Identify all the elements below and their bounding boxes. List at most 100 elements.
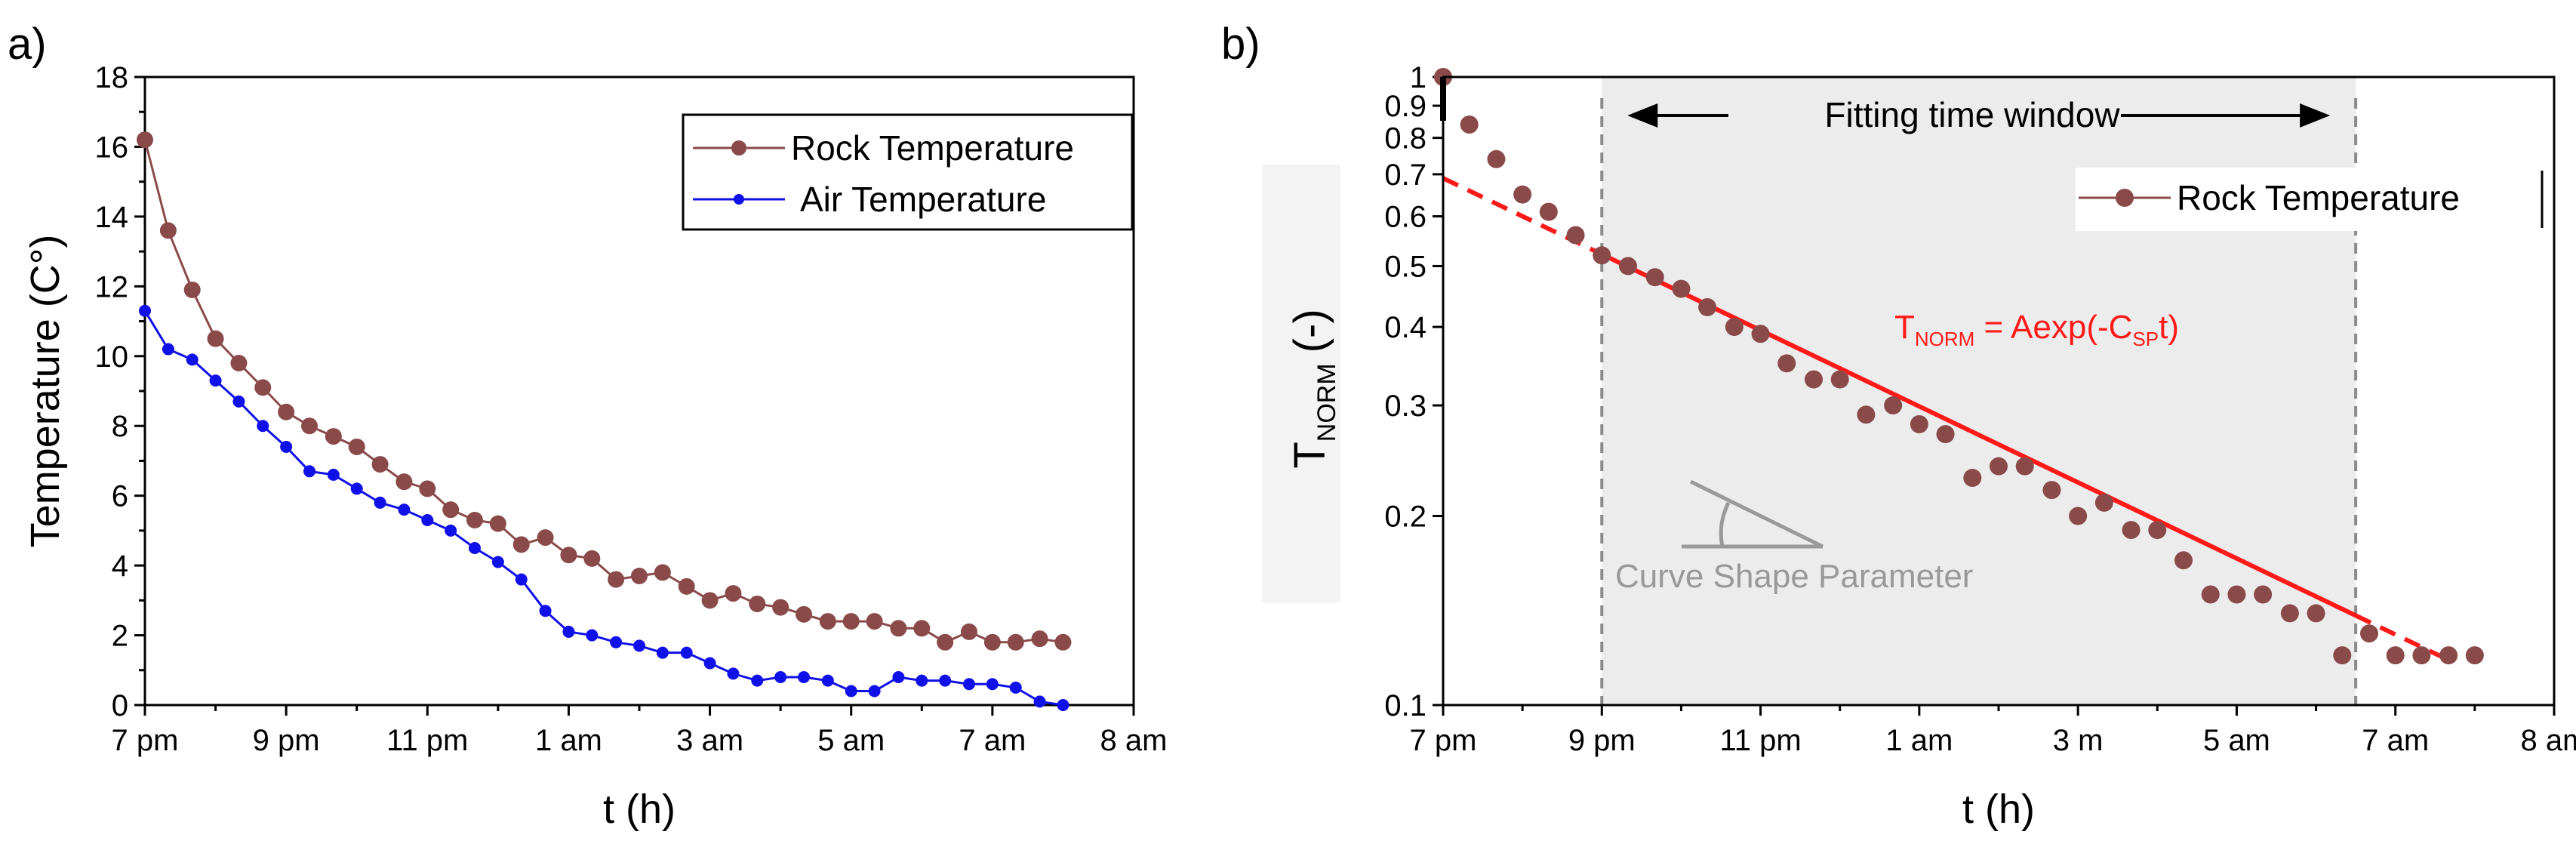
y-tick-label: 8 [112,410,128,443]
x-tick-label: 7 pm [112,724,179,757]
eq-sub-norm: NORM [1915,328,1974,350]
ylabel-sub: NORM [1313,363,1341,442]
rock-temperature-point [1487,149,1506,168]
rock-temperature-point [796,605,813,623]
panel-a-series [137,131,1072,711]
x-tick-label: 5 am [2203,724,2270,757]
panel-a-xlabel: t (h) [603,787,676,832]
rock-temperature-point [1593,246,1611,265]
panel-a-legend: Rock Temperature Air Temperature [682,113,1134,231]
y-tick-label: 0.4 [1384,311,1426,344]
rock-temperature-point [1990,457,2008,476]
eq-prefix: T [1894,309,1915,346]
x-tick-label: 9 pm [1568,724,1636,757]
rock-temperature-point [442,501,460,519]
air-temperature-point [680,646,693,659]
rock-temperature-point [2360,624,2379,643]
rock-temperature-point [2227,585,2246,604]
air-temperature-point [186,353,199,366]
panel-b: b) Fitting time window TNORM(-) 7 pm 9 pm… [1221,20,2576,832]
arrow-left-head [1627,103,1658,128]
air-temperature-point [303,465,316,478]
air-temperature-point [139,304,151,317]
rock-temperature-point [325,428,342,445]
rock-temperature-point [2439,646,2458,665]
rock-temperature-point [371,456,389,473]
fitting-window-arrow: Fitting time window [1627,95,2331,134]
air-temperature-point [703,657,716,670]
air-temperature-point [916,674,928,687]
rock-temperature-point [1460,115,1479,134]
panel-b-plot-frame [1442,75,2556,707]
air-temperature-point [327,468,340,481]
rock-temperature-point [537,529,554,547]
rock-temperature-point [489,515,506,532]
rock-temperature-point [937,633,954,651]
y-tick-label: 0.7 [1384,159,1426,192]
x-tick-label: 1 am [535,724,602,757]
x-tick-label: 7 am [959,724,1026,757]
panel-a-axes: 7 pm 9 pm 11 pm 1 am 3 am 5 am 7 am 8 am 0 2 4 6 8 10… [95,61,1168,757]
y-tick-label: 0.8 [1384,122,1426,156]
panel-a-legend-box [682,113,1134,231]
panel-b-series [1434,68,2484,665]
panel-b-ylabel: TNORM (-) [1285,309,1341,468]
y-tick-label: 18 [95,61,129,94]
air-temperature-point [445,524,457,537]
x-tick-label: 9 pm [253,724,320,757]
rock-temperature-point [2148,521,2167,540]
x-tick-label: 7 am [2362,724,2429,757]
rock-temperature-point [749,595,766,612]
air-temperature-point [586,629,599,642]
arrow-right-head [2300,103,2331,128]
legend-rock-label: Rock Temperature [791,128,1074,168]
air-temperature-point [1009,681,1022,694]
rock-temperature-point [608,571,625,588]
rock-temperature-point [2386,646,2405,665]
angle-arc [1719,501,1731,547]
rock-temperature-point [654,564,671,581]
x-tick-label: 11 pm [1719,724,1801,757]
x-tick-label: 1 am [1885,724,1953,757]
fit-equation: TNORM = Aexp(-CSPt) [1894,309,2179,350]
air-temperature-point [162,343,174,356]
legend-air-label: Air Temperature [800,180,1046,219]
y-tick-label: 6 [112,480,128,513]
panel-b-ylabel-bg [1262,165,1340,602]
y-tick-label: 2 [112,620,128,653]
legend-rock-marker [731,140,746,156]
air-temperature-point [1057,699,1069,711]
x-tick-label: 8 am [1100,724,1168,757]
rock-temperature-point [183,281,201,298]
panel-b-legend-box [2076,168,2544,231]
rock-temperature-point [631,567,648,584]
rock-temperature-point [1777,354,1796,373]
rock-temperature-point [725,585,742,602]
rock-temperature-point [1963,469,1982,488]
panel-a-ylabel: Temperature (C°) [23,235,68,548]
air-temperature-point [374,496,386,509]
rock-temperature-point [1618,257,1637,276]
y-tick-label: 16 [95,131,129,164]
ylabel-main: T [1285,442,1334,468]
rock-temperature-point [2307,604,2325,623]
rock-temperature-point [1857,405,1876,424]
angle-label: Curve Shape Parameter [1615,558,1973,595]
rock-temperature-point [348,438,365,455]
panel-b-legend: Rock Temperature [2076,168,2544,231]
air-temperature-point [398,504,411,516]
x-tick-label: 3 am [676,724,743,757]
rock-temperature-point [2201,585,2220,604]
air-temperature-point [515,573,528,586]
rock-temperature-point [1566,226,1585,245]
rock-temperature-point [301,417,319,435]
air-temperature-point [610,636,623,648]
rock-temperature-point [2280,604,2299,623]
y-tick-label: 1 [1410,61,1426,94]
y-tick-label: 0.2 [1384,500,1426,534]
rock-temperature-point [2333,646,2352,665]
rock-temperature-point [2254,585,2273,604]
y-tick-label: 4 [112,550,128,583]
y-tick-label: 12 [95,270,129,303]
rock-temperature-point [866,613,883,630]
